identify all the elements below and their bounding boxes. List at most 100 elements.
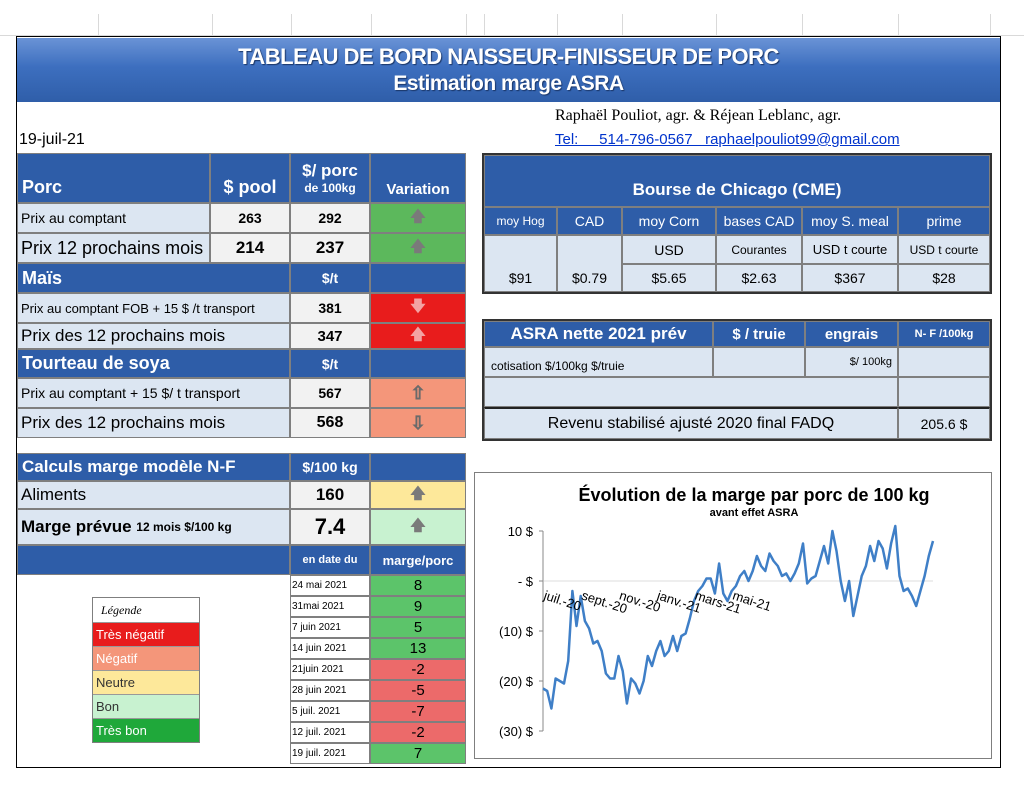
marge-prevue-main: Marge prévue <box>21 517 132 536</box>
porc-spot-variation: 🡅 <box>370 203 466 233</box>
chicago-cad-cell <box>557 235 622 292</box>
variation-column-header: Variation <box>370 153 466 203</box>
asra-border <box>482 319 992 441</box>
legend-item-bon: Bon <box>93 694 199 718</box>
chicago-border <box>482 153 992 294</box>
mais-12m-label: Prix des 12 prochains mois <box>17 323 290 349</box>
title-banner: TABLEAU DE BORD NAISSEUR-FINISSEUR DE PO… <box>17 38 1000 102</box>
history-marge-header: marge/porc <box>370 545 466 575</box>
asra-engrais-header: engrais <box>805 321 898 347</box>
history-marge: 9 <box>370 596 466 617</box>
asra-cotisation-label: cotisation $/100kg $/truie <box>484 347 713 377</box>
mais-unit-header: $/t <box>290 263 370 293</box>
asra-title: ASRA nette 2021 prév <box>484 321 713 347</box>
porc-spot-label: Prix au comptant <box>17 203 210 233</box>
chicago-header-smeal: moy S. meal <box>802 207 898 235</box>
marge-variation-header <box>370 453 466 481</box>
y-tick-label: (10) $ <box>499 624 534 639</box>
dashboard-title: TABLEAU DE BORD NAISSEUR-FINISSEUR DE PO… <box>238 44 779 69</box>
arrow-up-icon: 🡅 <box>410 516 426 534</box>
asra-empty-row <box>484 377 898 407</box>
porc-12m-label: Prix 12 prochains mois <box>17 233 210 263</box>
history-marge: 8 <box>370 575 466 596</box>
chicago-header-corn: moy Corn <box>622 207 716 235</box>
x-tick-label: juil.-20 <box>541 587 583 613</box>
history-date: 28 juin 2021 <box>290 680 370 701</box>
aliments-label: Aliments <box>17 481 290 509</box>
soya-12m-label: Prix des 12 prochains mois <box>17 408 290 438</box>
mais-variation-header <box>370 263 466 293</box>
history-date: 14 juin 2021 <box>290 638 370 659</box>
soya-spot-label: Prix au comptant + 15 $/ t transport <box>17 378 290 408</box>
chicago-sub-prime: USD t courte <box>898 235 990 264</box>
grid-line <box>291 14 292 36</box>
mais-spot-label: Prix au comptant FOB + 15 $ /t transport <box>17 293 290 323</box>
chicago-sub-bases: Courantes <box>716 235 802 264</box>
porc-column-header: $/ porc de 100kg <box>290 153 370 203</box>
history-marge: 5 <box>370 617 466 638</box>
chicago-value-bases: $2.63 <box>716 264 802 292</box>
chicago-sub-smeal: USD t courte <box>802 235 898 264</box>
soya-spot-variation: ⇧ <box>370 378 466 408</box>
chicago-header-prime: prime <box>898 207 990 235</box>
spreadsheet-grid-header <box>0 0 1024 36</box>
dashboard-subtitle: Estimation marge ASRA <box>393 72 624 95</box>
arrow-down-icon: 🡇 <box>410 297 426 315</box>
history-marge: 7 <box>370 743 466 764</box>
history-date: 12 juil. 2021 <box>290 722 370 743</box>
chicago-value-corn: $5.65 <box>622 264 716 292</box>
legend-item-neutre: Neutre <box>93 670 199 694</box>
history-date: 7 juin 2021 <box>290 617 370 638</box>
arrow-up-icon: 🡅 <box>410 484 426 502</box>
history-marge: -2 <box>370 722 466 743</box>
porc-12m-pool: 214 <box>210 233 290 263</box>
soya-section-header: Tourteau de soya <box>17 349 290 378</box>
chicago-value-hog: $91 <box>508 270 533 286</box>
chicago-value-cad: $0.79 <box>571 270 608 286</box>
history-date: 31mai 2021 <box>290 596 370 617</box>
chicago-hog-cell <box>484 235 557 292</box>
grid-line <box>484 14 485 36</box>
legend-item-negatif: Négatif <box>93 646 199 670</box>
porc-column-header-line1: $/ porc <box>302 161 358 180</box>
pool-column-header: $ pool <box>210 153 290 203</box>
soya-12m-value: 568 <box>290 408 370 438</box>
soya-variation-header <box>370 349 466 378</box>
arrow-down-outline-icon: ⇩ <box>410 412 426 433</box>
chicago-value-prime: $28 <box>898 264 990 292</box>
revenu-stabilise-label: Revenu stabilisé ajusté 2020 final FADQ <box>484 407 898 439</box>
asra-empty-row-nf <box>898 377 990 407</box>
grid-line <box>98 14 99 36</box>
arrow-up-icon: 🡅 <box>410 207 426 225</box>
marge-prevue-value: 7.4 <box>290 509 370 545</box>
chicago-value-smeal: $367 <box>802 264 898 292</box>
grid-line <box>557 14 558 36</box>
chicago-header-bases: bases CAD <box>716 207 802 235</box>
history-date: 24 mai 2021 <box>290 575 370 596</box>
history-date: 5 juil. 2021 <box>290 701 370 722</box>
contact-link[interactable]: Tel: 514-796-0567 raphaelpouliot99@gmail… <box>555 131 900 148</box>
soya-12m-variation: ⇩ <box>370 408 466 438</box>
report-date: 19-juil-21 <box>19 131 85 148</box>
grid-line <box>212 14 213 36</box>
grid-line <box>622 14 623 36</box>
legend: Légende Très négatif Négatif Neutre Bon … <box>92 597 200 743</box>
marge-prevue-variation: 🡅 <box>370 509 466 545</box>
marge-series-line <box>542 524 935 710</box>
history-date-header: en date du <box>290 545 370 575</box>
chicago-header-hog: moy Hog <box>484 207 557 235</box>
grid-line <box>802 14 803 36</box>
asra-truie-cell <box>713 347 805 377</box>
porc-12m-porc: 237 <box>290 233 370 263</box>
mais-section-header: Maïs <box>17 263 290 293</box>
chart-plot: 10 $- $(10) $(20) $(30) $juil.-20sept.-2… <box>499 524 935 739</box>
chart-subtitle: avant effet ASRA <box>709 507 799 519</box>
mais-spot-value: 381 <box>290 293 370 323</box>
history-date: 19 juil. 2021 <box>290 743 370 764</box>
marge-prevue-label: Marge prévue 12 mois $/100 kg <box>17 509 290 545</box>
grid-line <box>716 14 717 36</box>
mais-12m-value: 347 <box>290 323 370 349</box>
history-marge: -7 <box>370 701 466 722</box>
history-marge: -2 <box>370 659 466 680</box>
grid-line <box>466 14 467 36</box>
